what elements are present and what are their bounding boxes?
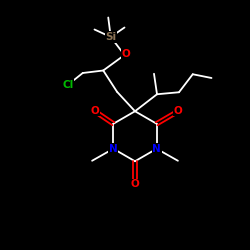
Text: O: O bbox=[90, 106, 99, 116]
Text: N: N bbox=[152, 144, 161, 154]
Text: N: N bbox=[109, 144, 118, 154]
Text: Cl: Cl bbox=[62, 80, 74, 90]
Text: O: O bbox=[122, 49, 130, 59]
Text: O: O bbox=[130, 179, 140, 189]
Text: Si: Si bbox=[105, 32, 116, 42]
Text: O: O bbox=[173, 106, 182, 116]
